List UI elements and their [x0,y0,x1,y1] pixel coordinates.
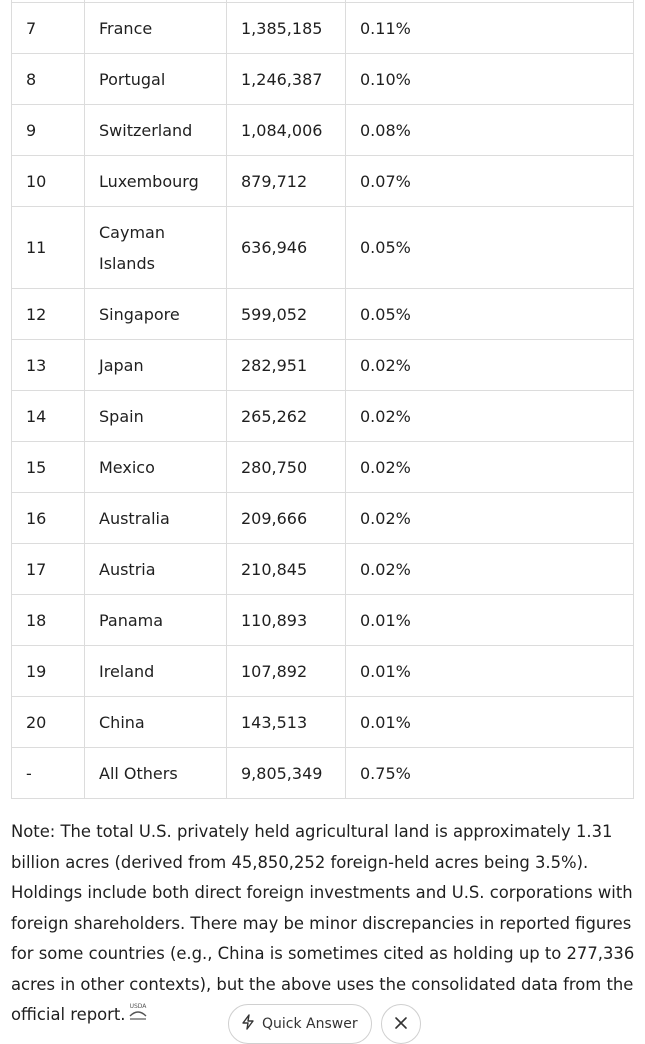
acres-cell: 107,892 [226,645,346,697]
percent-cell: 0.01% [345,696,634,748]
rank-cell: 14 [11,390,85,442]
country-cell: Ireland [84,645,227,697]
rank-cell: 7 [11,2,85,54]
country-cell: Cayman Islands [84,206,227,289]
usda-logo-icon: USDA [128,1000,148,1031]
table-row: 19 Ireland 107,892 0.01% [11,645,634,697]
rank-cell: 16 [11,492,85,544]
quick-answer-label: Quick Answer [262,1016,358,1032]
rank-cell: 19 [11,645,85,697]
percent-cell: 0.07% [345,155,634,207]
close-icon [394,1016,408,1033]
table-row: 20 China 143,513 0.01% [11,696,634,748]
percent-cell: 0.75% [345,747,634,799]
acres-cell: 1,246,387 [226,53,346,105]
percent-cell: 0.05% [345,288,634,340]
country-cell: Austria [84,543,227,595]
table-row: 15 Mexico 280,750 0.02% [11,441,634,493]
acres-cell: 1,084,006 [226,104,346,156]
rank-cell: 10 [11,155,85,207]
floating-action-bar: Quick Answer [228,1004,421,1044]
rank-cell: - [11,747,85,799]
percent-cell: 0.02% [345,492,634,544]
table-row: - All Others 9,805,349 0.75% [11,747,634,799]
acres-cell: 879,712 [226,155,346,207]
rank-cell: 8 [11,53,85,105]
rank-cell: 11 [11,206,85,289]
percent-cell: 0.02% [345,543,634,595]
rank-cell: 12 [11,288,85,340]
table-row: 17 Austria 210,845 0.02% [11,543,634,595]
country-cell: Switzerland [84,104,227,156]
country-cell: Panama [84,594,227,646]
acres-cell: 280,750 [226,441,346,493]
percent-cell: 0.10% [345,53,634,105]
table-row: 10 Luxembourg 879,712 0.07% [11,155,634,207]
acres-cell: 282,951 [226,339,346,391]
country-cell: Singapore [84,288,227,340]
country-cell: Japan [84,339,227,391]
country-cell: China [84,696,227,748]
table-row: 13 Japan 282,951 0.02% [11,339,634,391]
percent-cell: 0.02% [345,339,634,391]
table-row: 14 Spain 265,262 0.02% [11,390,634,442]
country-cell: Luxembourg [84,155,227,207]
table-row: 18 Panama 110,893 0.01% [11,594,634,646]
country-cell: All Others [84,747,227,799]
percent-cell: 0.11% [345,2,634,54]
note-paragraph: Note: The total U.S. privately held agri… [11,817,636,1031]
acres-cell: 110,893 [226,594,346,646]
country-cell: Portugal [84,53,227,105]
acres-cell: 636,946 [226,206,346,289]
percent-cell: 0.02% [345,390,634,442]
acres-cell: 210,845 [226,543,346,595]
acres-cell: 1,385,185 [226,2,346,54]
rank-cell: 15 [11,441,85,493]
rank-cell: 20 [11,696,85,748]
data-table-container: 67France1,385,1850.11%8Portugal1,246,387… [11,0,634,799]
percent-cell: 0.02% [345,441,634,493]
acres-cell: 9,805,349 [226,747,346,799]
lightning-icon [240,1014,256,1034]
country-cell: Australia [84,492,227,544]
table-row: 7 France 1,385,185 0.11% [11,2,634,54]
percent-cell: 0.08% [345,104,634,156]
acres-cell: 599,052 [226,288,346,340]
rank-cell: 9 [11,104,85,156]
rank-cell: 17 [11,543,85,595]
percent-cell: 0.01% [345,594,634,646]
note-text: Note: The total U.S. privately held agri… [11,822,635,1024]
percent-cell: 0.05% [345,206,634,289]
foreign-holdings-table: 67France1,385,1850.11%8Portugal1,246,387… [11,0,634,799]
table-body: 67France1,385,1850.11%8Portugal1,246,387… [11,0,634,799]
table-row: 8 Portugal 1,246,387 0.10% [11,53,634,105]
table-row: 9 Switzerland 1,084,006 0.08% [11,104,634,156]
svg-text:USDA: USDA [129,1003,147,1010]
table-row: 11 Cayman Islands 636,946 0.05% [11,206,634,289]
country-cell: Mexico [84,441,227,493]
acres-cell: 265,262 [226,390,346,442]
close-button[interactable] [380,1004,421,1044]
acres-cell: 209,666 [226,492,346,544]
country-cell: France [84,2,227,54]
quick-answer-button[interactable]: Quick Answer [228,1004,372,1044]
table-row: 12 Singapore 599,052 0.05% [11,288,634,340]
rank-cell: 13 [11,339,85,391]
acres-cell: 143,513 [226,696,346,748]
percent-cell: 0.01% [345,645,634,697]
country-cell: Spain [84,390,227,442]
rank-cell: 18 [11,594,85,646]
table-row: 16 Australia 209,666 0.02% [11,492,634,544]
